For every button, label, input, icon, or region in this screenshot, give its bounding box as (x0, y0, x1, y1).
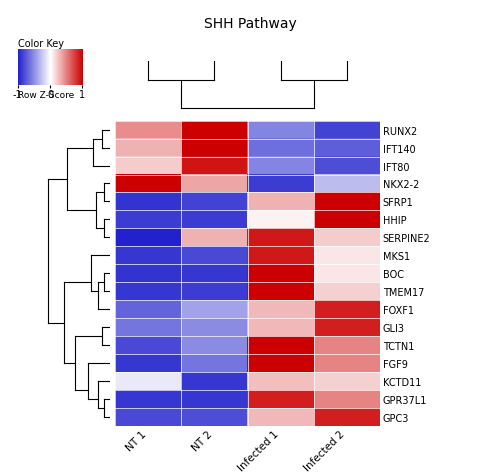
Text: SHH Pathway: SHH Pathway (204, 17, 296, 30)
Text: Color Key: Color Key (18, 39, 64, 49)
Text: Row Z-Score: Row Z-Score (18, 90, 74, 99)
